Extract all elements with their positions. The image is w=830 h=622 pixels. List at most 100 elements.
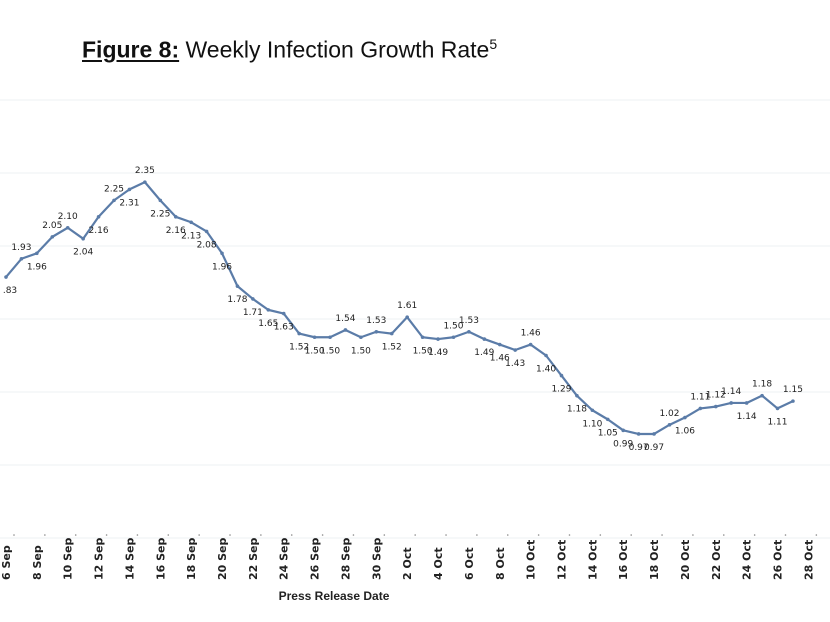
data-label: 1.93 (11, 243, 31, 253)
x-tick-mark (692, 534, 694, 536)
x-tick-mark (13, 534, 15, 536)
data-label: 1.14 (737, 412, 757, 422)
data-label: 1.53 (459, 316, 479, 326)
figure-label: Figure 8: (82, 36, 180, 63)
data-point (420, 335, 425, 340)
data-point (713, 404, 718, 409)
data-label: 1.14 (721, 387, 741, 397)
data-points (4, 180, 795, 436)
data-label: 1.12 (706, 391, 726, 401)
data-point (127, 187, 132, 192)
data-label: 1.49 (428, 348, 448, 358)
data-label: 1.65 (258, 319, 278, 329)
data-label: 1.10 (582, 419, 602, 429)
data-label: .83 (3, 286, 17, 296)
data-point (281, 311, 286, 316)
data-point (621, 428, 625, 433)
x-tick-label: 26 Sep (309, 537, 322, 580)
data-point (559, 373, 564, 378)
x-tick-mark (476, 534, 478, 536)
data-point (513, 348, 517, 352)
data-label: 1.52 (382, 343, 402, 353)
x-tick-mark (136, 534, 139, 536)
data-label: 2.05 (42, 221, 62, 231)
data-point (81, 236, 85, 241)
data-point (96, 215, 101, 219)
x-tick-label: 24 Sep (278, 537, 291, 580)
x-tick-label: 30 Sep (370, 537, 383, 580)
data-point (760, 393, 764, 398)
x-tick-mark (352, 534, 355, 536)
data-point (19, 256, 24, 261)
x-tick-mark (722, 534, 725, 536)
x-tick-mark (198, 534, 200, 536)
x-tick-label: 10 Oct (525, 540, 538, 580)
data-label: 0.97 (629, 443, 649, 453)
data-label: 2.10 (58, 212, 78, 222)
data-label: 0.99 (613, 439, 633, 449)
data-label: 2.04 (73, 248, 93, 258)
data-label: 2.16 (89, 226, 109, 236)
x-tick-mark (815, 534, 818, 536)
data-point (251, 297, 255, 301)
data-point (173, 215, 178, 219)
data-label: 2.31 (119, 198, 139, 208)
data-point (436, 337, 440, 341)
x-tick-mark (753, 534, 756, 536)
data-point (636, 432, 641, 436)
x-tick-label: 4 Oct (432, 547, 445, 580)
footnote-marker: 5 (489, 36, 498, 52)
data-point (482, 337, 487, 341)
data-point (652, 432, 656, 436)
data-point (189, 220, 193, 225)
data-label: 1.50 (351, 346, 371, 356)
x-tick-mark (661, 534, 663, 536)
figure-title-text: Weekly Infection Growth Rate (185, 36, 490, 63)
x-tick-label: 22 Oct (710, 540, 723, 580)
data-point (143, 180, 147, 184)
data-point (374, 329, 379, 334)
data-label: 2.35 (135, 166, 155, 176)
data-point (575, 393, 579, 398)
data-point (220, 251, 224, 256)
data-point (50, 235, 55, 239)
data-point (112, 198, 116, 203)
data-label: 1.18 (567, 405, 587, 415)
data-point (4, 275, 8, 279)
x-tick-label: 6 Oct (463, 547, 476, 580)
x-tick-mark (414, 534, 416, 536)
data-point (405, 315, 409, 319)
x-tick-mark (445, 534, 447, 536)
x-tick-label: 20 Sep (216, 537, 229, 580)
data-point (235, 284, 240, 288)
data-point (451, 335, 456, 340)
data-label: 1.49 (474, 348, 494, 358)
data-point (389, 331, 394, 336)
data-label: 1.53 (366, 316, 386, 326)
x-tick-label: 2 Oct (401, 547, 414, 580)
x-tick-label: 22 Sep (247, 537, 260, 580)
data-label: 1.46 (521, 329, 541, 339)
x-tick-mark (568, 534, 571, 536)
x-tick-mark (167, 534, 170, 536)
x-tick-label: 6 Sep (0, 545, 13, 580)
data-label: 1.96 (27, 262, 47, 272)
data-point (65, 225, 70, 230)
x-tick-label: 12 Oct (555, 540, 568, 580)
x-tick-label: 16 Oct (617, 540, 630, 580)
data-label: 1.29 (551, 385, 571, 395)
data-label: 1.43 (505, 359, 525, 369)
data-point (528, 342, 533, 347)
x-tick-label: 10 Sep (62, 537, 75, 580)
x-tick-mark (44, 534, 46, 536)
data-label: 1.46 (490, 354, 510, 364)
data-labels: .83 1.93 1.96 2.052.10 2.04 2.16 2.25 2.31 2.35 2… (3, 166, 803, 453)
data-label: 1.52 (289, 343, 309, 353)
x-tick-label: 18 Oct (648, 540, 661, 580)
data-label: 1.50 (320, 346, 340, 356)
data-label: 1.02 (659, 409, 679, 419)
x-tick-mark (537, 534, 540, 536)
data-point (467, 329, 471, 334)
x-tick-mark (599, 534, 602, 536)
